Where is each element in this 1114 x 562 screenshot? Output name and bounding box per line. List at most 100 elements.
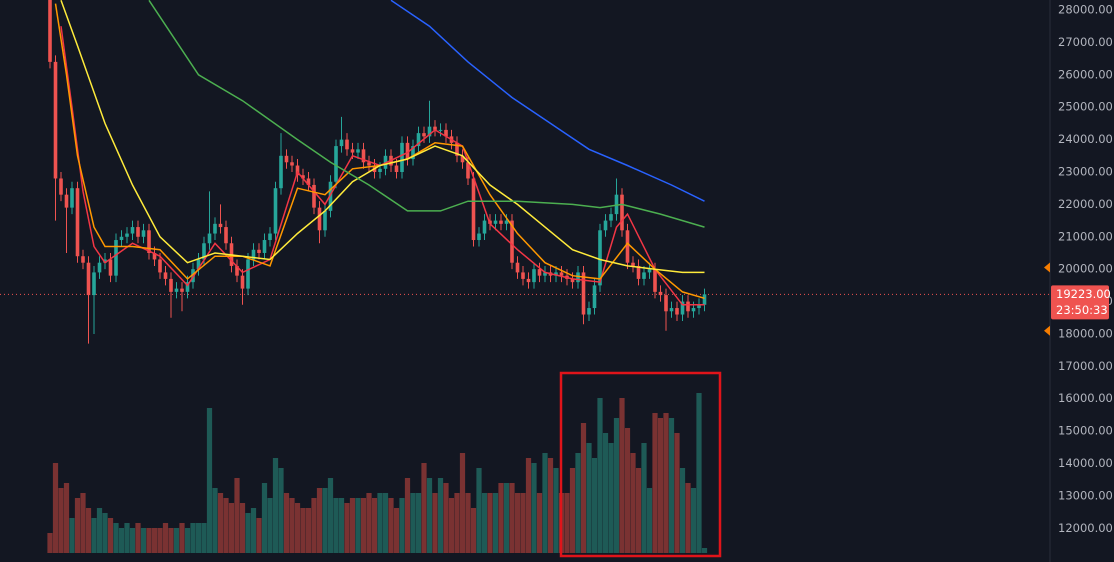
candle-body <box>345 139 349 150</box>
volume-bar <box>459 453 466 553</box>
volume-bar <box>118 528 125 553</box>
volume-bar <box>102 513 108 553</box>
volume-bar <box>663 413 669 553</box>
volume-bar <box>360 498 367 553</box>
candle-body <box>235 265 239 276</box>
volume-bar <box>278 468 284 553</box>
candle-body <box>570 278 575 283</box>
candle-body <box>207 233 212 244</box>
candle-body <box>141 230 146 237</box>
volume-bar <box>124 523 130 553</box>
candle-body <box>97 262 102 273</box>
candle-body <box>631 262 635 266</box>
y-tick-label: 21000.00 <box>1058 229 1113 243</box>
volume-bar <box>162 523 169 553</box>
candle-body <box>416 133 421 147</box>
volume-bar <box>685 483 691 553</box>
volume-bar <box>630 453 636 553</box>
y-tick-label: 17000.00 <box>1058 359 1113 373</box>
candle-body <box>361 149 366 163</box>
y-tick-label: 18000.00 <box>1058 326 1113 340</box>
volume-bar <box>580 423 587 553</box>
candle-body <box>119 236 124 241</box>
candle-body <box>554 272 558 276</box>
volume-bar <box>96 508 103 553</box>
volume-bar <box>338 498 345 553</box>
volume-bar <box>349 498 356 553</box>
y-tick-label: 20000.00 <box>1058 262 1113 276</box>
volume-bar <box>223 498 229 553</box>
volume-bar <box>701 548 708 553</box>
candle-body <box>620 194 624 231</box>
alert-marker <box>1044 262 1050 273</box>
candle-body <box>653 269 657 292</box>
candle-body <box>702 294 707 305</box>
candle-body <box>350 149 355 153</box>
volume-bar <box>283 493 290 553</box>
volume-bar <box>404 478 411 553</box>
candle-body <box>504 220 509 224</box>
volume-bar <box>212 488 218 553</box>
volume-bar <box>531 463 537 553</box>
volume-bar <box>586 443 592 553</box>
volume-bar <box>454 493 460 553</box>
volume-bar <box>261 483 268 553</box>
volume-bar <box>575 453 581 553</box>
candle-body <box>427 126 432 137</box>
volume-bar <box>674 433 680 553</box>
candle-body <box>180 288 184 292</box>
volume-bar <box>443 483 449 553</box>
alert-marker <box>1044 325 1050 336</box>
candle-body <box>290 162 294 166</box>
volume-bar <box>371 498 378 553</box>
candle-body <box>59 178 63 195</box>
candle-body <box>455 142 459 156</box>
candle-body <box>295 165 300 176</box>
volume-bar <box>135 523 141 553</box>
volume-bar <box>184 528 191 553</box>
candle-body <box>64 194 69 208</box>
volume-bar <box>300 508 306 553</box>
candle-body <box>284 155 289 163</box>
volume-bar <box>388 498 394 553</box>
candle-body <box>477 233 481 241</box>
candle-body <box>262 240 267 253</box>
candle-body <box>378 168 382 173</box>
candle-body <box>125 233 129 237</box>
volume-bar <box>179 523 185 553</box>
candle-body <box>301 175 305 179</box>
y-tick-label: 12000.00 <box>1058 521 1113 535</box>
volume-bar <box>547 458 554 553</box>
last-price-box <box>1051 285 1109 320</box>
volume-bar <box>624 428 631 553</box>
volume-bar <box>80 493 86 553</box>
candle-body <box>543 272 547 276</box>
volume-bar <box>316 488 323 553</box>
volume-bar <box>245 513 251 553</box>
volume-bar <box>333 498 339 553</box>
volume-bar <box>619 398 625 553</box>
y-tick-label: 25000.00 <box>1058 100 1113 114</box>
candle-body <box>257 249 261 253</box>
candle-body <box>537 269 542 276</box>
candle-body <box>532 269 536 283</box>
volume-bar <box>168 528 174 553</box>
candle-body <box>675 308 679 315</box>
candle-body <box>158 259 162 273</box>
volume-bar <box>437 478 444 553</box>
volume-bar <box>113 523 119 553</box>
volume-bar <box>344 503 350 553</box>
volume-bar <box>140 528 147 553</box>
volume-bar <box>536 493 543 553</box>
candle-body <box>521 272 525 279</box>
volume-bar <box>597 398 603 553</box>
candle-body <box>174 288 179 292</box>
candle-body <box>196 259 201 270</box>
moving-average-line <box>60 0 705 274</box>
volume-bar <box>250 508 257 553</box>
volume-bar <box>635 468 642 553</box>
candle-body <box>581 272 586 315</box>
volume-bar <box>146 528 152 553</box>
volume-bar <box>311 498 317 553</box>
candle-body <box>603 220 608 231</box>
